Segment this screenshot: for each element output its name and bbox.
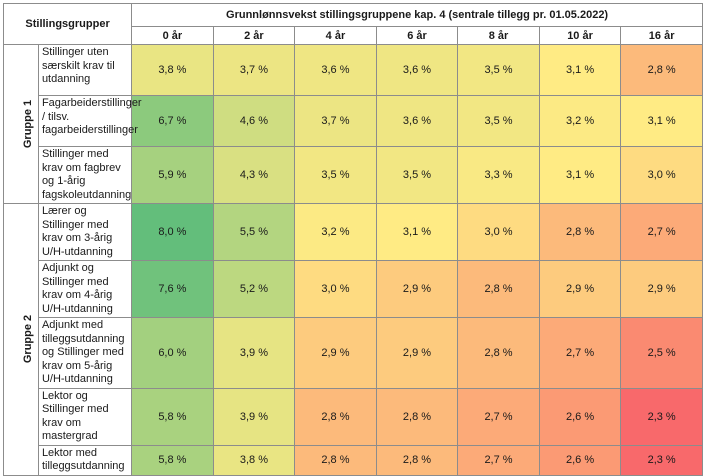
value-cell: 2,6 % [538, 444, 622, 476]
value-cell: 3,5 % [375, 146, 459, 204]
position-description: Lektor og Stillinger med krav om masterg… [37, 387, 133, 446]
value-cell: 3,9 % [212, 387, 296, 446]
value-cell: 2,8 % [294, 444, 377, 476]
value-cell: 2,8 % [294, 387, 377, 446]
age-column-header: 16 år [620, 26, 703, 45]
value-cell: 7,6 % [131, 260, 214, 318]
value-cell: 6,0 % [131, 317, 214, 389]
value-cell: 3,0 % [294, 260, 377, 318]
value-cell: 3,2 % [538, 95, 622, 147]
wage-growth-table: Stillingsgrupper Grunnlønnsvekst stillin… [2, 3, 703, 476]
table-row: Gruppe 2 Lærer og Stillinger med krav om … [3, 203, 703, 476]
position-description: Adjunkt og Stillinger med krav om 4-årig… [37, 260, 133, 318]
value-cell: 4,6 % [212, 95, 296, 147]
value-cell: 4,3 % [212, 146, 296, 204]
value-cell: 3,6 % [375, 95, 459, 147]
value-cell: 3,8 % [131, 44, 214, 96]
table-row: Gruppe 1 Stillinger uten særskilt krav ti… [3, 44, 703, 204]
value-cell: 2,8 % [620, 44, 703, 96]
value-cell: 3,8 % [212, 444, 296, 476]
value-cell: 3,5 % [294, 146, 377, 204]
value-cell: 2,3 % [620, 444, 703, 476]
value-cell: 5,9 % [131, 146, 214, 204]
value-cell: 2,9 % [294, 317, 377, 389]
value-cell: 3,1 % [538, 44, 622, 96]
value-cell: 2,9 % [620, 260, 703, 318]
value-cell: 5,8 % [131, 387, 214, 446]
value-cell: 2,9 % [375, 260, 459, 318]
value-cell: 6,7 % [131, 95, 214, 147]
age-column-header: 4 år [294, 26, 377, 45]
position-description: Adjunkt med tilleggsutdanning og Stillin… [37, 317, 133, 389]
value-cell: 3,9 % [212, 317, 296, 389]
value-cell: 3,1 % [538, 146, 622, 204]
table-row: Stillinger med krav om fagbrev og 1-årig… [4, 146, 703, 204]
table-row: Adjunkt med tilleggsutdanning og Stillin… [4, 317, 703, 389]
value-cell: 2,5 % [620, 317, 703, 389]
value-cell: 3,1 % [375, 203, 459, 261]
value-cell: 2,3 % [620, 387, 703, 446]
table-row: Fagarbeiderstillinger / tilsv. fagarbeid… [4, 95, 703, 147]
age-column-header: 10 år [538, 26, 622, 45]
value-cell: 2,6 % [538, 387, 622, 446]
value-cell: 3,3 % [457, 146, 540, 204]
table-title: Grunnlønnsvekst stillingsgruppene kap. 4… [131, 3, 703, 27]
group-label: Gruppe 2 [22, 315, 35, 364]
value-cell: 2,8 % [457, 317, 540, 389]
group-column-header: Stillingsgrupper [2, 3, 133, 45]
age-column-header: 2 år [212, 26, 296, 45]
position-description: Lektor med tilleggsutdanning [37, 444, 133, 476]
value-cell: 5,8 % [131, 444, 214, 476]
value-cell: 3,5 % [457, 95, 540, 147]
table-row: Lektor med tilleggsutdanning 5,8 % 3,8 % 2,… [4, 444, 703, 476]
position-description: Stillinger uten særskilt krav til utdann… [37, 44, 133, 96]
value-cell: 3,7 % [212, 44, 296, 96]
age-header-row: 0 år 2 år 4 år 6 år 8 år 10 år 16 år [4, 26, 703, 45]
position-description: Lærer og Stillinger med krav om 3-årig U… [37, 203, 133, 261]
value-cell: 3,0 % [457, 203, 540, 261]
value-cell: 3,0 % [620, 146, 703, 204]
age-column-header: 8 år [457, 26, 540, 45]
value-cell: 3,6 % [375, 44, 459, 96]
value-cell: 2,7 % [538, 317, 622, 389]
group-label-cell: Gruppe 2 [3, 203, 39, 476]
value-cell: 2,8 % [375, 387, 459, 446]
value-cell: 2,8 % [457, 260, 540, 318]
group-label: Gruppe 1 [22, 99, 35, 149]
value-cell: 3,6 % [294, 44, 377, 96]
value-cell: 3,1 % [620, 95, 703, 147]
age-column-header: 0 år [131, 26, 214, 45]
age-column-header: 6 år [375, 26, 459, 45]
group-label-cell: Gruppe 1 [3, 44, 39, 204]
value-cell: 8,0 % [131, 203, 214, 261]
value-cell: 3,7 % [294, 95, 377, 147]
value-cell: 5,5 % [212, 203, 296, 261]
value-cell: 3,2 % [294, 203, 377, 261]
table-row: Adjunkt og Stillinger med krav om 4-årig… [4, 260, 703, 318]
position-description: Stillinger med krav om fagbrev og 1-årig… [37, 146, 133, 204]
table-row: Lektor og Stillinger med krav om masterg… [4, 387, 703, 446]
value-cell: 2,7 % [457, 387, 540, 446]
value-cell: 2,9 % [538, 260, 622, 318]
position-description: Fagarbeiderstillinger / tilsv. fagarbeid… [37, 95, 142, 147]
value-cell: 5,2 % [212, 260, 296, 318]
value-cell: 3,5 % [457, 44, 540, 96]
value-cell: 2,8 % [375, 444, 459, 476]
value-cell: 2,7 % [457, 444, 540, 476]
value-cell: 2,9 % [375, 317, 459, 389]
value-cell: 2,8 % [538, 203, 622, 261]
value-cell: 2,7 % [620, 203, 703, 261]
table-body: Gruppe 1 Stillinger uten særskilt krav ti… [3, 44, 703, 476]
